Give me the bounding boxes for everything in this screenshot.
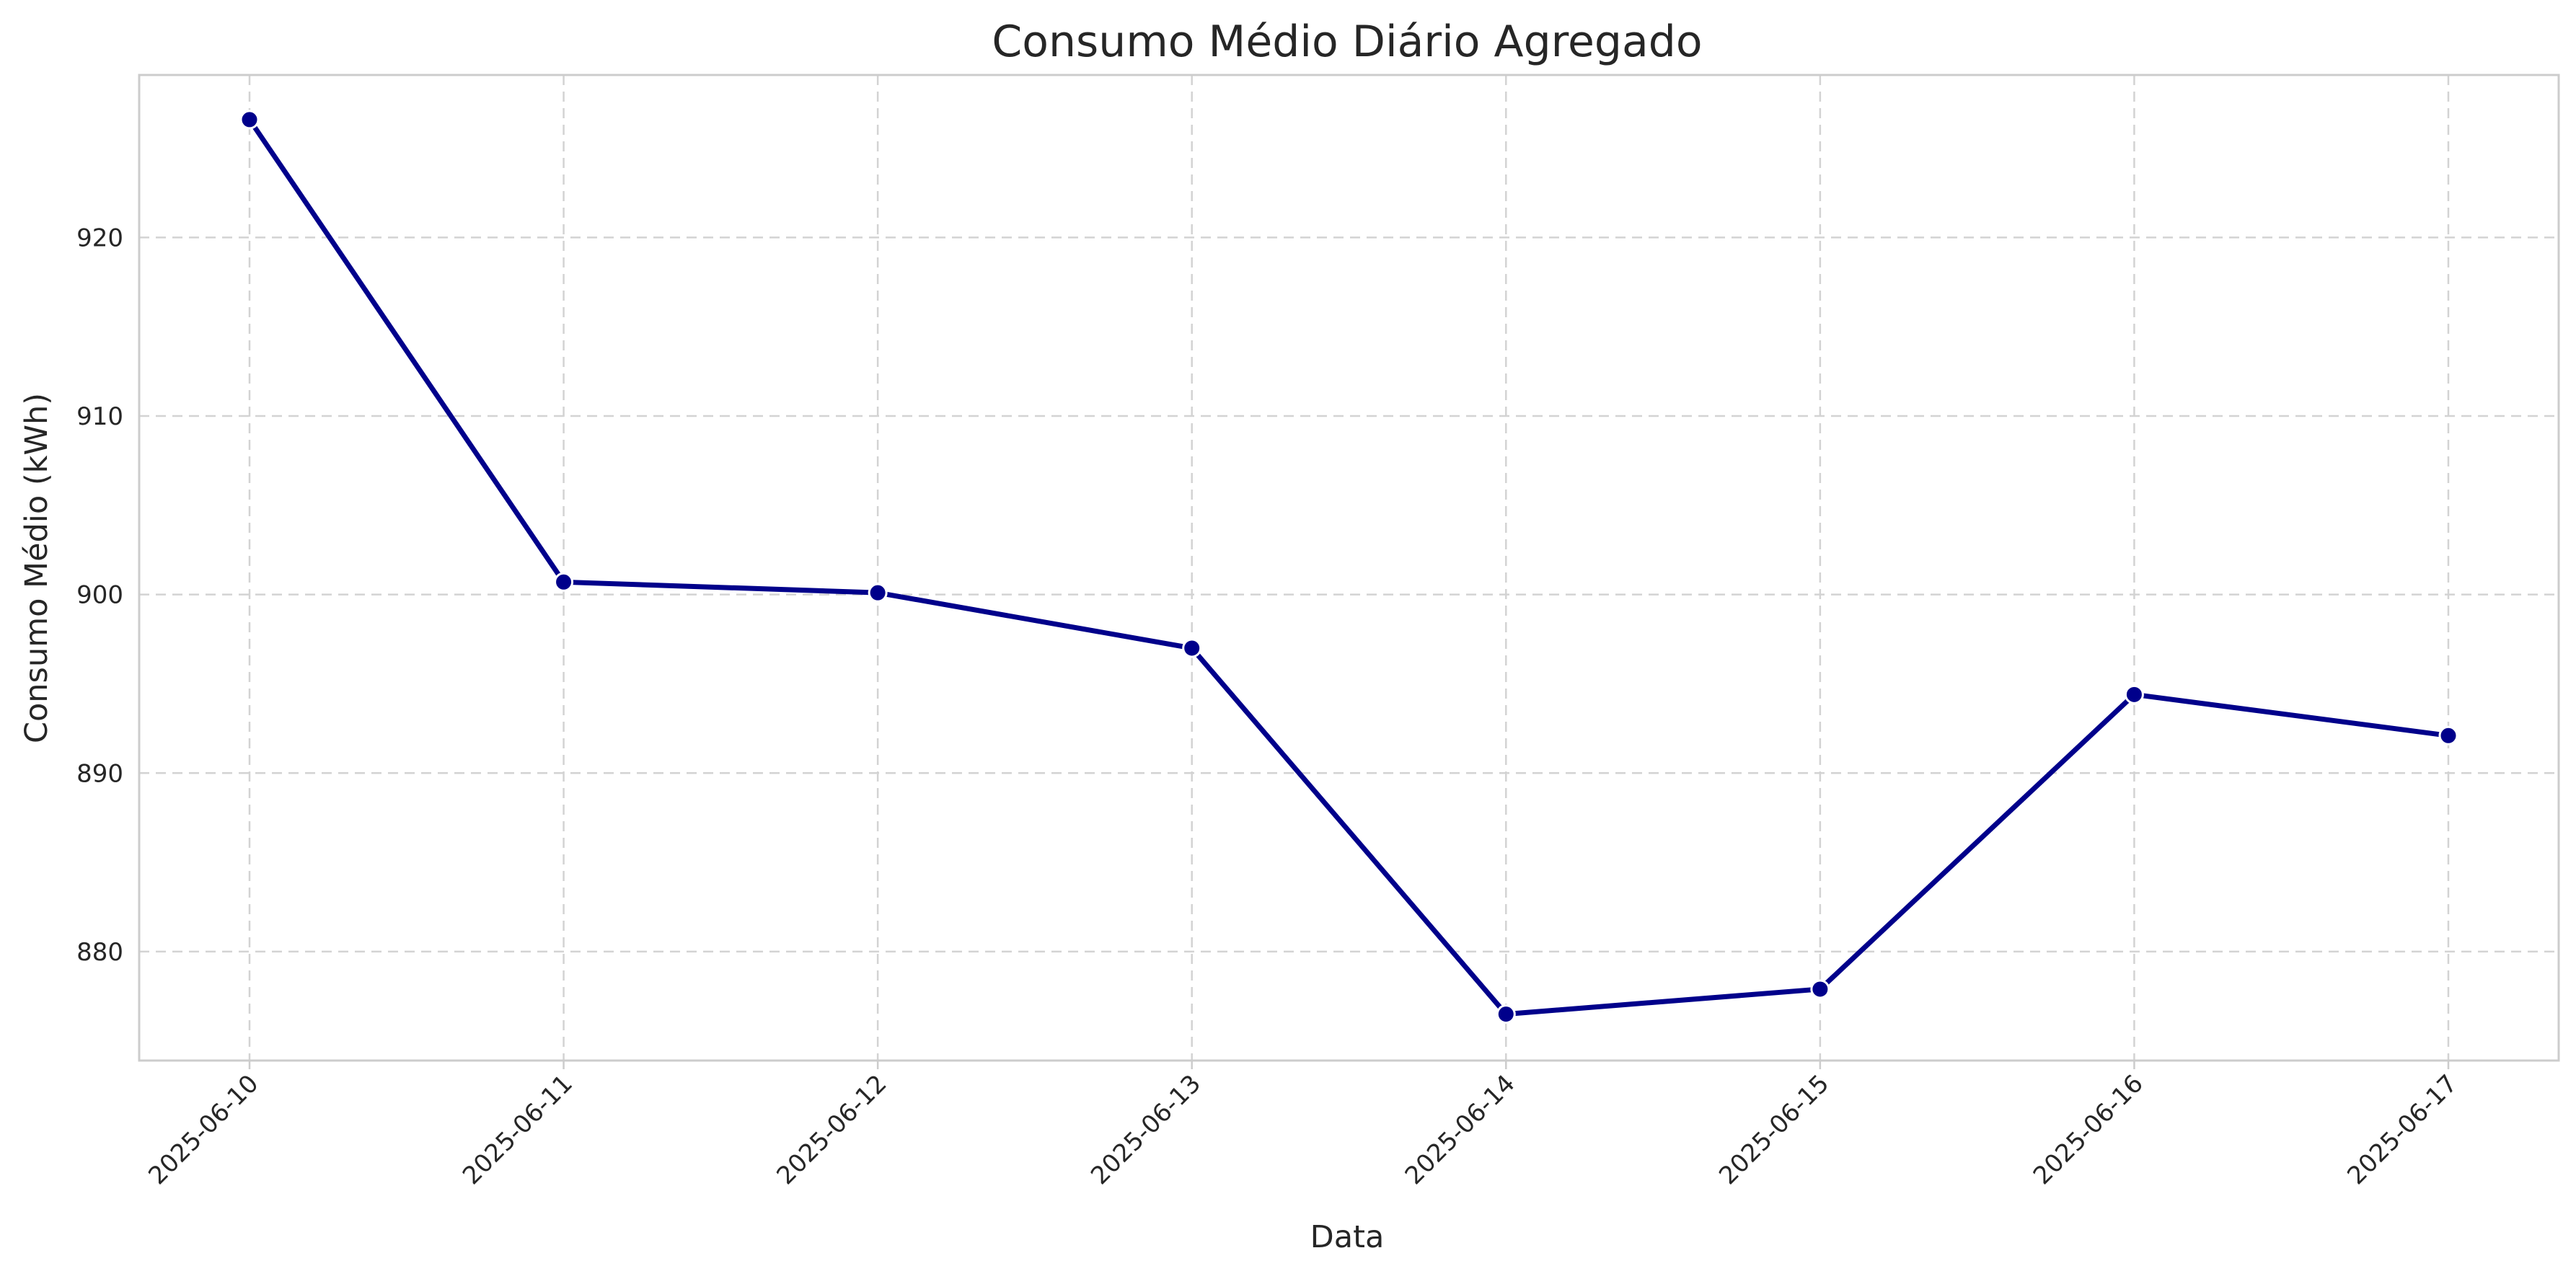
x-tick-label: 2025-06-14 bbox=[1400, 1069, 1521, 1190]
x-axis-label: Data bbox=[1310, 1219, 1385, 1255]
x-tick-label: 2025-06-15 bbox=[1713, 1069, 1835, 1190]
x-axis-ticks: 2025-06-10 2025-06-11 2025-06-12 2025-06-13… bbox=[143, 1061, 2463, 1190]
data-point bbox=[2438, 725, 2458, 745]
y-tick-label: 900 bbox=[76, 581, 123, 610]
data-point bbox=[2124, 684, 2144, 704]
series-layer bbox=[239, 110, 2458, 1024]
chart-title: Consumo Médio Diário Agregado bbox=[992, 17, 1702, 67]
data-point bbox=[1496, 1004, 1516, 1024]
data-point bbox=[868, 583, 888, 603]
y-axis-ticks: 880 890 900 910 920 bbox=[76, 224, 123, 967]
x-tick-label: 2025-06-13 bbox=[1085, 1069, 1207, 1190]
y-tick-label: 910 bbox=[76, 402, 123, 431]
data-point bbox=[1810, 979, 1830, 999]
data-point bbox=[554, 572, 574, 592]
y-tick-label: 880 bbox=[76, 938, 123, 967]
x-tick-label: 2025-06-16 bbox=[2028, 1069, 2149, 1190]
y-tick-label: 920 bbox=[76, 224, 123, 252]
x-tick-label: 2025-06-10 bbox=[143, 1069, 264, 1190]
x-tick-label: 2025-06-17 bbox=[2342, 1069, 2463, 1190]
x-tick-label: 2025-06-11 bbox=[457, 1069, 578, 1190]
data-point bbox=[1182, 638, 1202, 658]
series-line bbox=[247, 117, 2451, 1017]
x-tick-label: 2025-06-12 bbox=[772, 1069, 893, 1190]
y-tick-label: 890 bbox=[76, 759, 123, 788]
grid-lines bbox=[139, 75, 2559, 1061]
data-point bbox=[239, 110, 260, 130]
y-axis-label: Consumo Médio (kWh) bbox=[19, 393, 55, 743]
plot-area-frame bbox=[138, 74, 2560, 1062]
